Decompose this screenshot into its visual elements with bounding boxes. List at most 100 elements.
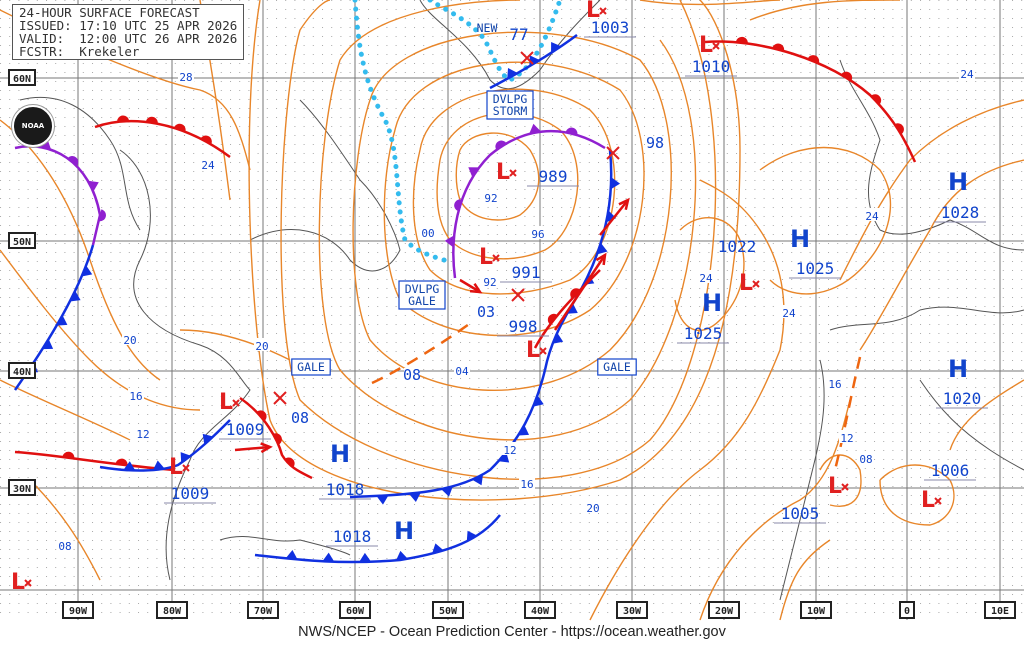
high-pressure-center: H 1018 (319, 440, 371, 500)
front-triangle (518, 425, 530, 436)
central-pressure: 1003 (591, 18, 630, 37)
front-semicircle (570, 288, 581, 299)
header-valid: VALID: 12:00 UTC 26 APR 2026 (19, 31, 238, 46)
front-triangle (552, 332, 564, 344)
label-box (524, 601, 556, 619)
isobar-label-bg (482, 274, 498, 287)
isobar-label-bg (864, 208, 880, 221)
central-pressure: 1005 (781, 504, 820, 523)
isobar-label: 96 (531, 228, 544, 241)
header-issued: ISSUED: 17:10 UTC 25 APR 2026 (19, 18, 238, 33)
isobar-label-bg (420, 225, 436, 238)
low-symbol: L (828, 474, 842, 499)
front-semicircle (547, 313, 558, 325)
warning-box (398, 280, 446, 310)
front-semicircle (841, 71, 853, 81)
front-semicircle (894, 123, 904, 135)
latitude-label: 40N (8, 362, 36, 379)
latitude-label: 50N (8, 232, 36, 249)
high-pressure-center: H 1025 (677, 289, 729, 344)
warning-text: DVLPG (493, 92, 528, 106)
coastlines (19, 0, 1024, 601)
longitude-label: 0 (899, 601, 915, 619)
central-pressure: 1009 (226, 420, 265, 439)
front-semicircle (871, 94, 882, 105)
motion-arrow (599, 197, 630, 236)
cold-front (254, 514, 501, 564)
front-triangle (610, 177, 621, 190)
label-box (156, 601, 188, 619)
isobar-label-bg (454, 363, 470, 376)
label-box (339, 601, 371, 619)
label-box (8, 479, 36, 496)
latitude-text: 50N (13, 237, 31, 248)
front-triangle (285, 549, 298, 560)
latitude-text: 30N (13, 484, 31, 495)
isobar-label-bg (839, 430, 855, 443)
isobar-label-bg (128, 388, 144, 401)
isobar-label: 24 (960, 68, 974, 81)
front-triangle (551, 42, 562, 53)
longitude-label: 90W (62, 601, 94, 619)
isobar-label: 16 (129, 390, 142, 403)
isobar-label: 16 (520, 478, 533, 491)
label-box (432, 601, 464, 619)
latitude-text: 40N (13, 367, 31, 378)
low-pressure-center: L 1009 (219, 390, 271, 440)
isobar-label-bg (292, 411, 308, 424)
central-pressure: 1009 (171, 484, 210, 503)
warm-front (14, 450, 176, 472)
longitude-text: 10E (991, 606, 1009, 617)
front-triangle (444, 235, 455, 248)
isobar-label: 20 (255, 340, 268, 353)
front-triangle (180, 452, 191, 463)
low-center-x (539, 347, 547, 355)
front-semicircle (454, 199, 462, 212)
forecast-position-x (520, 51, 534, 65)
noaa-logo: NOAA (12, 105, 54, 147)
central-pressure: 1018 (333, 527, 372, 546)
front-semicircle (62, 451, 75, 459)
front-semicircle (273, 433, 282, 445)
arrow-head (260, 442, 273, 454)
front-triangle (56, 315, 68, 326)
front-triangle (566, 303, 578, 314)
isobar-label: 24 (201, 159, 215, 172)
isobar-label-bg (530, 226, 546, 239)
warm-front-line (94, 119, 231, 159)
low-symbol: L (526, 338, 540, 363)
high-pressure-center: H 1025 (789, 225, 841, 279)
motion-arrow (234, 442, 273, 454)
low-center-x (841, 483, 849, 491)
central-pressure: 1006 (931, 461, 970, 480)
front-triangle (123, 461, 136, 471)
front-triangle (408, 492, 421, 503)
isobar-label-bg (585, 500, 601, 513)
longitude-text: 10W (807, 606, 826, 617)
front-triangle (202, 433, 214, 445)
isobar-label: 24 (865, 210, 879, 223)
isobar-label: 08 (58, 540, 71, 553)
central-pressure: 998 (509, 317, 538, 336)
label-box (8, 232, 36, 249)
warm-front-line (14, 450, 176, 472)
low-center-x (509, 169, 517, 177)
label-box (899, 601, 915, 619)
arrow-shaft (599, 199, 629, 236)
isobar-label-bg (404, 368, 420, 381)
high-pressure-center: H 1018 (326, 517, 414, 547)
label-box (62, 601, 94, 619)
high-symbol: H (702, 289, 722, 317)
low-center-x (712, 42, 720, 50)
isobar-label-bg (502, 442, 518, 455)
isobar-label-bg (647, 136, 663, 149)
motion-arrows (234, 197, 630, 454)
front-semicircle (115, 458, 128, 466)
warning-box (486, 90, 534, 120)
warm-front (704, 36, 917, 163)
isobar-label-bg (858, 451, 874, 464)
isobar-label: 16 (828, 378, 841, 391)
isobar-label: 08 (291, 409, 309, 427)
